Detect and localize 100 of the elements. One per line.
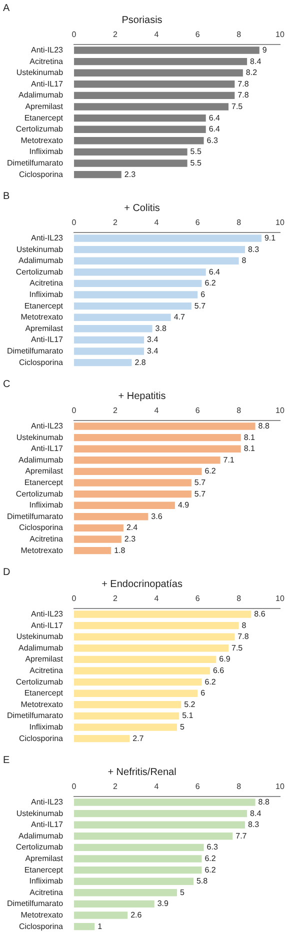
bar [74, 80, 235, 88]
y-tick-label: Anti-IL17 [30, 444, 64, 454]
x-tick-label: 4 [154, 218, 160, 228]
x-tick-label: 8 [236, 218, 242, 228]
y-tick-label: Apremilast [25, 102, 64, 111]
data-label: 9 [262, 45, 268, 54]
x-tick-label: 8 [236, 30, 242, 40]
data-label: 2.7 [132, 734, 144, 743]
data-label: 8.1 [244, 444, 256, 454]
x-tick-label: 4 [154, 406, 160, 416]
y-tick-label: Infliximab [29, 876, 64, 886]
data-label: 7.8 [238, 79, 250, 88]
y-tick-label: Metotrexato [20, 136, 64, 145]
bar [74, 712, 180, 720]
bar [74, 268, 206, 276]
bar [74, 622, 239, 630]
bar [74, 445, 241, 452]
bar [74, 832, 233, 840]
bar [74, 798, 256, 806]
y-tick-label: Anti-IL23 [30, 421, 64, 430]
bar [74, 148, 188, 156]
bar [74, 257, 239, 264]
y-tick-label: Etanercept [24, 688, 64, 698]
bar [74, 701, 182, 708]
y-tick-label: Certolizumab [16, 842, 64, 852]
data-label: 7.7 [236, 831, 248, 840]
data-label: 5 [180, 722, 186, 732]
bar [74, 490, 192, 498]
data-label: 2.3 [124, 534, 136, 544]
y-tick-label: Adalimumab [18, 831, 64, 840]
data-label: 6.9 [219, 654, 231, 664]
data-label: 8.8 [258, 797, 270, 806]
y-tick-label: Apremilast [25, 854, 64, 863]
data-label: 6.2 [204, 854, 216, 863]
x-tick-label: 6 [195, 218, 200, 228]
bar [74, 633, 235, 640]
y-tick-label: Anti-IL17 [30, 820, 64, 830]
y-tick-label: Certolizumab [16, 267, 64, 276]
y-tick-label: Anti-IL17 [30, 79, 64, 88]
chart-title: + Hepatitis [118, 390, 166, 402]
data-label: 8 [242, 256, 247, 266]
data-label: 7.5 [232, 643, 244, 652]
bar [74, 160, 188, 167]
text: E [3, 754, 10, 766]
bar [74, 69, 243, 76]
bar [74, 325, 152, 332]
bar [74, 114, 206, 122]
chart-title: Psoriasis [122, 14, 162, 26]
bar [74, 358, 132, 366]
x-tick-label: 10 [276, 594, 285, 604]
data-label: 6.4 [208, 124, 221, 134]
x-tick-label: 10 [276, 406, 285, 416]
x-tick-label: 10 [276, 782, 285, 792]
bar [74, 336, 144, 344]
x-tick-label: 6 [195, 406, 200, 416]
bar [74, 103, 229, 110]
data-label: 8 [242, 620, 247, 630]
chart-title: + Nefritis/Renal [108, 766, 176, 778]
data-label: 5.7 [194, 478, 206, 487]
y-tick-label: Etanercept [24, 865, 64, 874]
data-label: 5.7 [194, 489, 206, 498]
bar [74, 922, 95, 930]
bar [74, 468, 202, 476]
y-tick-label: Ciclosporina [18, 734, 64, 743]
data-label: 8.4 [250, 808, 262, 818]
data-label: 3.8 [155, 324, 167, 333]
data-label: 8.3 [248, 820, 260, 830]
x-tick-label: 0 [72, 30, 77, 40]
y-tick-label: Adalimumab [18, 256, 64, 266]
data-label: 3.6 [151, 512, 163, 521]
y-tick-label: Infliximab [29, 500, 64, 510]
bar [74, 656, 216, 664]
bar [74, 170, 122, 178]
data-label: 6.4 [208, 267, 221, 276]
x-tick-label: 0 [72, 594, 77, 604]
x-tick-label: 2 [112, 594, 118, 604]
x-tick-label: 0 [72, 782, 77, 792]
bar [74, 690, 198, 697]
y-tick-label: Adalimumab [18, 643, 64, 652]
y-tick-label: Ciclosporina [18, 170, 64, 179]
x-tick-label: 0 [72, 218, 77, 228]
bar [74, 422, 256, 430]
y-tick-label: Etanercept [24, 478, 64, 487]
bar [74, 92, 235, 100]
y-tick-label: Apremilast [25, 466, 64, 476]
y-tick-label: Metotrexato [20, 910, 64, 920]
bar [74, 724, 178, 731]
data-label: 8.2 [246, 68, 258, 78]
data-label: 6.6 [212, 666, 225, 675]
data-label: 8.4 [250, 56, 262, 66]
bar [74, 456, 220, 464]
chart-title: + Endocrinopatías [102, 578, 182, 590]
data-label: 6.2 [204, 278, 216, 288]
data-label: 8.8 [258, 421, 270, 430]
bar [74, 126, 206, 133]
y-tick-label: Acitretina [30, 666, 64, 675]
data-label: 1.8 [114, 546, 126, 555]
y-tick-label: Ciclosporina [18, 358, 64, 367]
x-tick-label: 8 [236, 782, 242, 792]
data-label: 2.6 [130, 910, 142, 920]
